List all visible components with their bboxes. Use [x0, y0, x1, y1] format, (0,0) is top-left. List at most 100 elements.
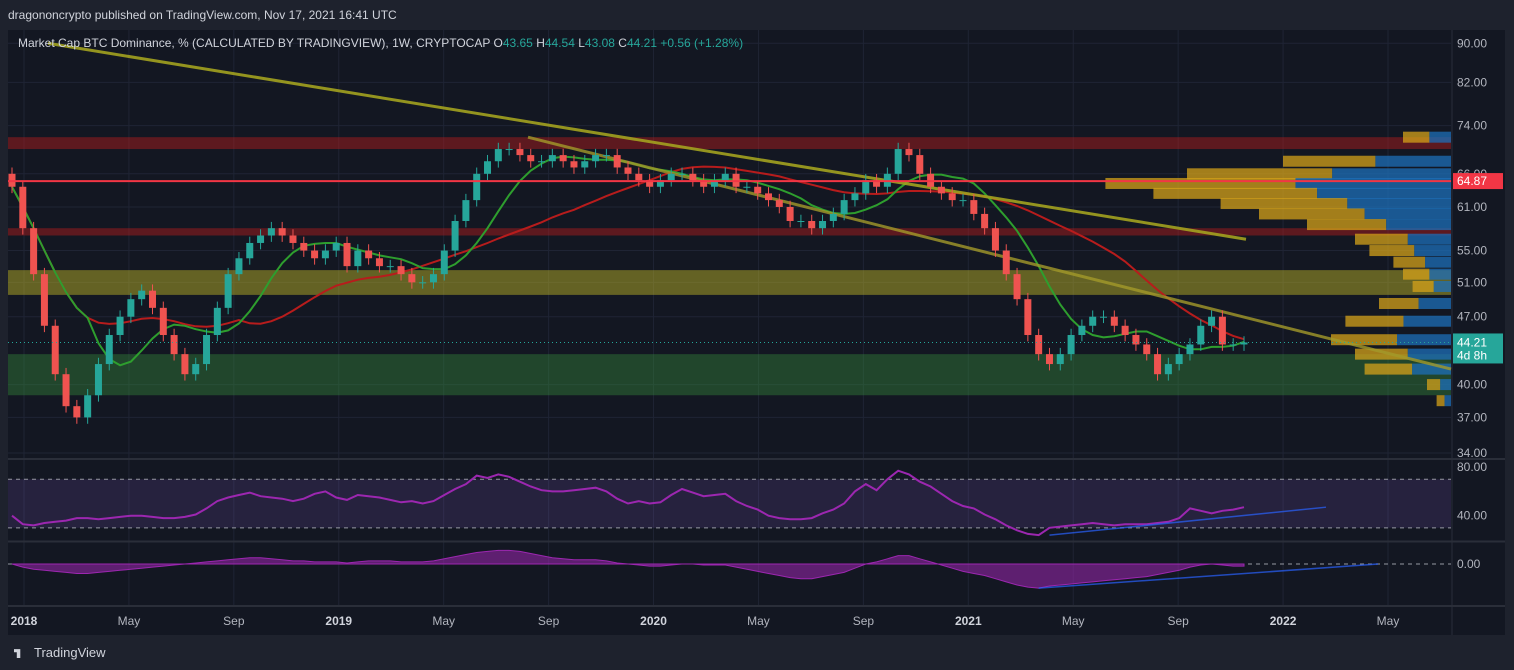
candle-42 — [462, 200, 470, 221]
chart-canvas[interactable]: 90.0082.0074.0066.0061.0055.0051.0047.00… — [8, 30, 1505, 635]
candle-46 — [505, 149, 513, 151]
candle-56 — [613, 155, 621, 168]
close-label: C — [618, 36, 627, 50]
profile-bar-val-17 — [1412, 363, 1451, 375]
candle-84 — [916, 155, 924, 174]
profile-bar-vol-14 — [1345, 315, 1404, 327]
series-legend: Market Cap BTC Dominance, % (CALCULATED … — [18, 36, 743, 50]
footer-brand[interactable]: TradingView — [0, 640, 1514, 670]
low-label: L — [578, 36, 585, 50]
hline-price-label: 64.87 — [1457, 174, 1487, 188]
candle-23 — [257, 235, 265, 243]
date-tick-3: 2019 — [325, 614, 352, 628]
price-tick-7: 47.00 — [1457, 310, 1487, 324]
candle-94 — [1024, 299, 1032, 336]
date-tick-11: Sep — [1167, 614, 1189, 628]
osc-area — [11, 549, 1245, 589]
candle-43 — [473, 173, 481, 201]
candle-2 — [30, 228, 38, 275]
candle-31 — [343, 242, 351, 267]
profile-bar-vol-6 — [1259, 208, 1365, 220]
date-tick-12: 2022 — [1270, 614, 1297, 628]
profile-bar-val-5 — [1347, 198, 1451, 210]
candle-24 — [267, 228, 275, 236]
zone-yellow-zone — [8, 270, 1451, 295]
candle-17 — [192, 364, 200, 375]
profile-bar-val-1 — [1375, 155, 1451, 167]
candle-64 — [700, 180, 708, 187]
profile-bar-vol-10 — [1393, 256, 1426, 268]
candle-52 — [570, 161, 578, 168]
candle-33 — [365, 250, 373, 259]
hline-price-badge — [1453, 173, 1503, 190]
candle-48 — [527, 155, 535, 162]
candle-50 — [548, 155, 556, 162]
profile-bar-val-2 — [1332, 168, 1451, 180]
rsi-tick-0: 80.00 — [1457, 460, 1487, 474]
profile-bar-val-12 — [1433, 280, 1451, 292]
candle-22 — [246, 242, 254, 259]
profile-bar-vol-3 — [1105, 177, 1296, 189]
candle-38 — [419, 282, 427, 284]
candle-77 — [840, 200, 848, 214]
candle-75 — [819, 220, 827, 229]
profile-bar-vol-19 — [1436, 395, 1445, 407]
open-label: O — [493, 36, 503, 50]
candle-55 — [602, 155, 610, 157]
profile-bar-vol-4 — [1153, 187, 1318, 199]
candle-88 — [959, 200, 967, 202]
candle-76 — [829, 213, 837, 221]
candle-68 — [743, 186, 751, 188]
profile-bar-val-18 — [1440, 379, 1451, 391]
candle-7 — [84, 395, 92, 418]
candle-44 — [484, 161, 492, 174]
candle-111 — [1208, 316, 1216, 326]
candle-112 — [1218, 316, 1226, 345]
price-tick-5: 55.00 — [1457, 244, 1487, 258]
candle-57 — [624, 167, 632, 174]
profile-bar-vol-5 — [1220, 198, 1348, 210]
candle-107 — [1164, 364, 1172, 375]
chart-area[interactable]: 90.0082.0074.0066.0061.0055.0051.0047.00… — [8, 30, 1505, 635]
profile-bar-vol-2 — [1187, 168, 1333, 180]
ma-slow-line — [11, 165, 1245, 341]
candle-59 — [646, 180, 654, 187]
profile-bar-val-19 — [1444, 395, 1451, 407]
candle-51 — [559, 155, 567, 162]
date-tick-10: May — [1062, 614, 1085, 628]
candle-1 — [19, 186, 27, 229]
date-tick-2: Sep — [223, 614, 245, 628]
candle-103 — [1121, 325, 1129, 336]
candle-95 — [1035, 335, 1043, 355]
high-label: H — [536, 36, 545, 50]
candle-41 — [451, 220, 459, 251]
candle-97 — [1056, 354, 1064, 365]
candle-47 — [516, 149, 524, 156]
profile-bar-val-13 — [1418, 297, 1451, 309]
candle-58 — [635, 173, 643, 181]
profile-bar-val-15 — [1397, 334, 1451, 346]
date-tick-7: May — [747, 614, 770, 628]
candle-13 — [148, 290, 156, 308]
candle-28 — [311, 250, 319, 259]
candle-32 — [354, 250, 362, 267]
candle-109 — [1186, 344, 1194, 355]
date-tick-13: May — [1377, 614, 1400, 628]
candle-70 — [764, 193, 772, 201]
price-tick-1: 82.00 — [1457, 75, 1487, 89]
symbol-title: Market Cap BTC Dominance, % (CALCULATED … — [18, 36, 491, 50]
candle-71 — [775, 200, 783, 207]
candle-78 — [851, 193, 859, 201]
date-tick-1: May — [118, 614, 141, 628]
candle-62 — [678, 173, 686, 175]
date-tick-9: 2021 — [955, 614, 982, 628]
rsi-tick-1: 40.00 — [1457, 509, 1487, 523]
rsi-trendline — [1049, 506, 1327, 536]
candle-100 — [1089, 316, 1097, 326]
candle-91 — [991, 228, 999, 251]
profile-bar-val-7 — [1386, 219, 1451, 231]
price-tick-8: 40.00 — [1457, 378, 1487, 392]
candle-69 — [754, 186, 762, 194]
candle-74 — [808, 220, 816, 229]
candle-39 — [429, 274, 437, 283]
